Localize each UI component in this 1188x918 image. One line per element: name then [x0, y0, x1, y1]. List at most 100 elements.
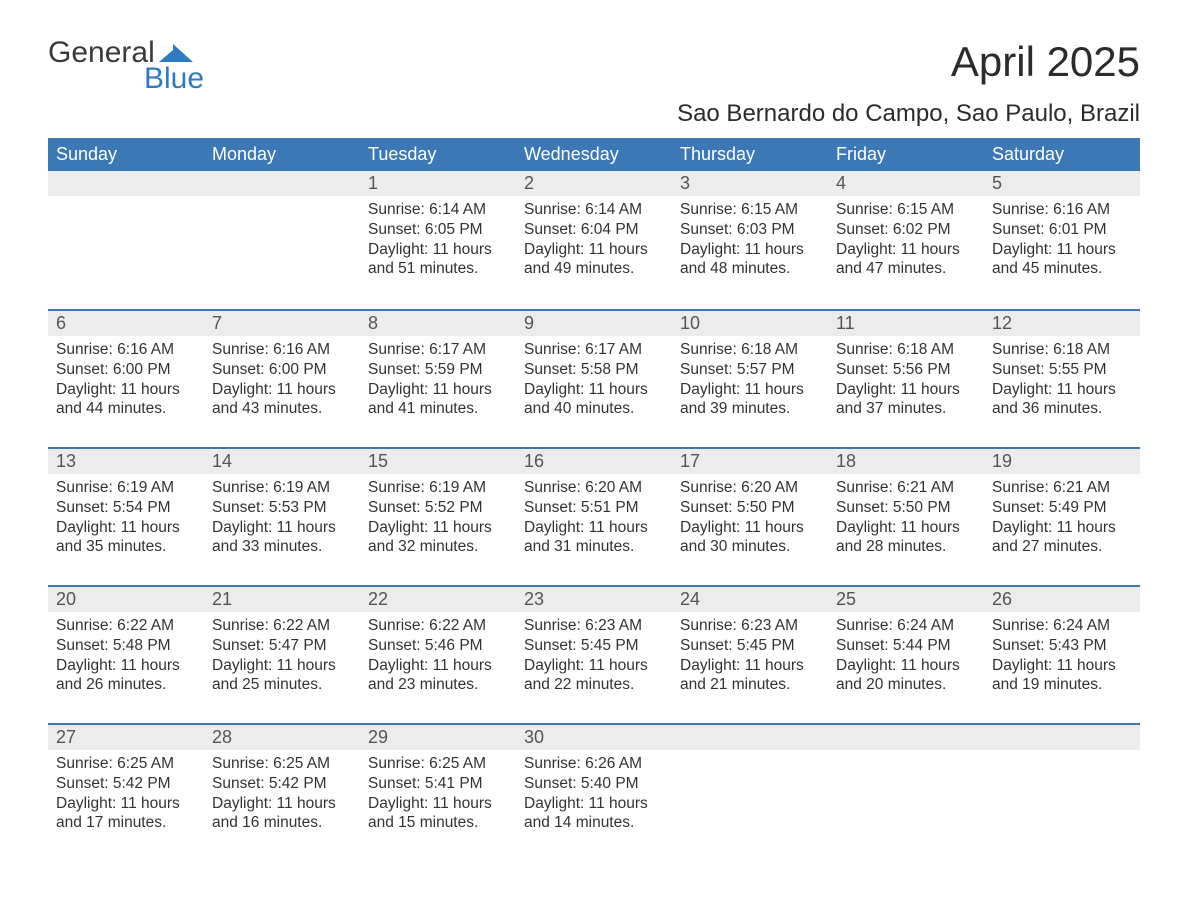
day-number: 3 [672, 171, 828, 196]
day-details: Sunrise: 6:24 AMSunset: 5:44 PMDaylight:… [828, 612, 984, 713]
calendar-day-cell: 17Sunrise: 6:20 AMSunset: 5:50 PMDayligh… [672, 447, 828, 585]
day-number: 25 [828, 587, 984, 612]
day-details: Sunrise: 6:16 AMSunset: 6:00 PMDaylight:… [204, 336, 360, 437]
day-number: 21 [204, 587, 360, 612]
weekday-header: Friday [828, 138, 984, 171]
day-details: Sunrise: 6:14 AMSunset: 6:04 PMDaylight:… [516, 196, 672, 297]
day-details: Sunrise: 6:14 AMSunset: 6:05 PMDaylight:… [360, 196, 516, 297]
calendar-day-cell: 8Sunrise: 6:17 AMSunset: 5:59 PMDaylight… [360, 309, 516, 447]
day-details: Sunrise: 6:25 AMSunset: 5:41 PMDaylight:… [360, 750, 516, 851]
calendar-day-cell: 30Sunrise: 6:26 AMSunset: 5:40 PMDayligh… [516, 723, 672, 861]
calendar-day-cell: 26Sunrise: 6:24 AMSunset: 5:43 PMDayligh… [984, 585, 1140, 723]
day-number [984, 725, 1140, 750]
calendar-week-row: 13Sunrise: 6:19 AMSunset: 5:54 PMDayligh… [48, 447, 1140, 585]
day-number: 2 [516, 171, 672, 196]
calendar-day-cell [984, 723, 1140, 861]
calendar-day-cell: 10Sunrise: 6:18 AMSunset: 5:57 PMDayligh… [672, 309, 828, 447]
day-details: Sunrise: 6:16 AMSunset: 6:01 PMDaylight:… [984, 196, 1140, 297]
day-number: 11 [828, 311, 984, 336]
calendar-day-cell: 13Sunrise: 6:19 AMSunset: 5:54 PMDayligh… [48, 447, 204, 585]
day-details: Sunrise: 6:17 AMSunset: 5:59 PMDaylight:… [360, 336, 516, 437]
day-details [984, 750, 1140, 792]
day-details: Sunrise: 6:19 AMSunset: 5:53 PMDaylight:… [204, 474, 360, 575]
day-number [48, 171, 204, 196]
calendar-day-cell: 5Sunrise: 6:16 AMSunset: 6:01 PMDaylight… [984, 171, 1140, 309]
day-details: Sunrise: 6:25 AMSunset: 5:42 PMDaylight:… [48, 750, 204, 851]
day-number [204, 171, 360, 196]
day-details: Sunrise: 6:18 AMSunset: 5:55 PMDaylight:… [984, 336, 1140, 437]
day-details: Sunrise: 6:15 AMSunset: 6:03 PMDaylight:… [672, 196, 828, 297]
day-details: Sunrise: 6:23 AMSunset: 5:45 PMDaylight:… [672, 612, 828, 713]
calendar-day-cell: 4Sunrise: 6:15 AMSunset: 6:02 PMDaylight… [828, 171, 984, 309]
day-details: Sunrise: 6:20 AMSunset: 5:50 PMDaylight:… [672, 474, 828, 575]
day-details: Sunrise: 6:19 AMSunset: 5:52 PMDaylight:… [360, 474, 516, 575]
calendar-day-cell: 12Sunrise: 6:18 AMSunset: 5:55 PMDayligh… [984, 309, 1140, 447]
calendar-day-cell [204, 171, 360, 309]
calendar-day-cell [48, 171, 204, 309]
day-details: Sunrise: 6:20 AMSunset: 5:51 PMDaylight:… [516, 474, 672, 575]
calendar-day-cell: 21Sunrise: 6:22 AMSunset: 5:47 PMDayligh… [204, 585, 360, 723]
calendar-day-cell: 29Sunrise: 6:25 AMSunset: 5:41 PMDayligh… [360, 723, 516, 861]
day-number: 27 [48, 725, 204, 750]
day-details [204, 196, 360, 238]
day-details: Sunrise: 6:18 AMSunset: 5:56 PMDaylight:… [828, 336, 984, 437]
weekday-header: Monday [204, 138, 360, 171]
calendar-day-cell: 22Sunrise: 6:22 AMSunset: 5:46 PMDayligh… [360, 585, 516, 723]
day-number: 18 [828, 449, 984, 474]
day-number: 22 [360, 587, 516, 612]
calendar-day-cell: 3Sunrise: 6:15 AMSunset: 6:03 PMDaylight… [672, 171, 828, 309]
calendar-day-cell: 20Sunrise: 6:22 AMSunset: 5:48 PMDayligh… [48, 585, 204, 723]
day-details: Sunrise: 6:19 AMSunset: 5:54 PMDaylight:… [48, 474, 204, 575]
calendar-day-cell: 2Sunrise: 6:14 AMSunset: 6:04 PMDaylight… [516, 171, 672, 309]
calendar-week-row: 20Sunrise: 6:22 AMSunset: 5:48 PMDayligh… [48, 585, 1140, 723]
calendar-day-cell: 9Sunrise: 6:17 AMSunset: 5:58 PMDaylight… [516, 309, 672, 447]
day-details: Sunrise: 6:23 AMSunset: 5:45 PMDaylight:… [516, 612, 672, 713]
page-title: April 2025 [951, 38, 1140, 86]
calendar-day-cell: 1Sunrise: 6:14 AMSunset: 6:05 PMDaylight… [360, 171, 516, 309]
calendar-table: SundayMondayTuesdayWednesdayThursdayFrid… [48, 138, 1140, 861]
day-number: 12 [984, 311, 1140, 336]
calendar-week-row: 27Sunrise: 6:25 AMSunset: 5:42 PMDayligh… [48, 723, 1140, 861]
day-details: Sunrise: 6:22 AMSunset: 5:48 PMDaylight:… [48, 612, 204, 713]
day-details [48, 196, 204, 238]
brand-word1: General [48, 38, 155, 68]
weekday-header-row: SundayMondayTuesdayWednesdayThursdayFrid… [48, 138, 1140, 171]
day-number: 6 [48, 311, 204, 336]
day-number: 28 [204, 725, 360, 750]
calendar-day-cell: 24Sunrise: 6:23 AMSunset: 5:45 PMDayligh… [672, 585, 828, 723]
calendar-week-row: 1Sunrise: 6:14 AMSunset: 6:05 PMDaylight… [48, 171, 1140, 309]
calendar-week-row: 6Sunrise: 6:16 AMSunset: 6:00 PMDaylight… [48, 309, 1140, 447]
day-details: Sunrise: 6:26 AMSunset: 5:40 PMDaylight:… [516, 750, 672, 851]
calendar-day-cell: 6Sunrise: 6:16 AMSunset: 6:00 PMDaylight… [48, 309, 204, 447]
day-number: 8 [360, 311, 516, 336]
day-number: 1 [360, 171, 516, 196]
day-number: 9 [516, 311, 672, 336]
brand-word2: Blue [144, 64, 204, 94]
day-number: 19 [984, 449, 1140, 474]
day-details: Sunrise: 6:21 AMSunset: 5:49 PMDaylight:… [984, 474, 1140, 575]
day-number: 30 [516, 725, 672, 750]
day-number: 4 [828, 171, 984, 196]
calendar-day-cell: 16Sunrise: 6:20 AMSunset: 5:51 PMDayligh… [516, 447, 672, 585]
weekday-header: Saturday [984, 138, 1140, 171]
day-details: Sunrise: 6:17 AMSunset: 5:58 PMDaylight:… [516, 336, 672, 437]
calendar-day-cell [672, 723, 828, 861]
calendar-day-cell: 23Sunrise: 6:23 AMSunset: 5:45 PMDayligh… [516, 585, 672, 723]
day-number: 15 [360, 449, 516, 474]
day-number: 5 [984, 171, 1140, 196]
day-details: Sunrise: 6:22 AMSunset: 5:46 PMDaylight:… [360, 612, 516, 713]
weekday-header: Thursday [672, 138, 828, 171]
day-details: Sunrise: 6:24 AMSunset: 5:43 PMDaylight:… [984, 612, 1140, 713]
day-details: Sunrise: 6:22 AMSunset: 5:47 PMDaylight:… [204, 612, 360, 713]
calendar-day-cell: 15Sunrise: 6:19 AMSunset: 5:52 PMDayligh… [360, 447, 516, 585]
day-details: Sunrise: 6:15 AMSunset: 6:02 PMDaylight:… [828, 196, 984, 297]
day-number: 10 [672, 311, 828, 336]
calendar-day-cell: 14Sunrise: 6:19 AMSunset: 5:53 PMDayligh… [204, 447, 360, 585]
calendar-day-cell: 11Sunrise: 6:18 AMSunset: 5:56 PMDayligh… [828, 309, 984, 447]
day-number: 7 [204, 311, 360, 336]
weekday-header: Tuesday [360, 138, 516, 171]
day-details: Sunrise: 6:16 AMSunset: 6:00 PMDaylight:… [48, 336, 204, 437]
calendar-day-cell: 19Sunrise: 6:21 AMSunset: 5:49 PMDayligh… [984, 447, 1140, 585]
day-number: 20 [48, 587, 204, 612]
calendar-day-cell: 28Sunrise: 6:25 AMSunset: 5:42 PMDayligh… [204, 723, 360, 861]
